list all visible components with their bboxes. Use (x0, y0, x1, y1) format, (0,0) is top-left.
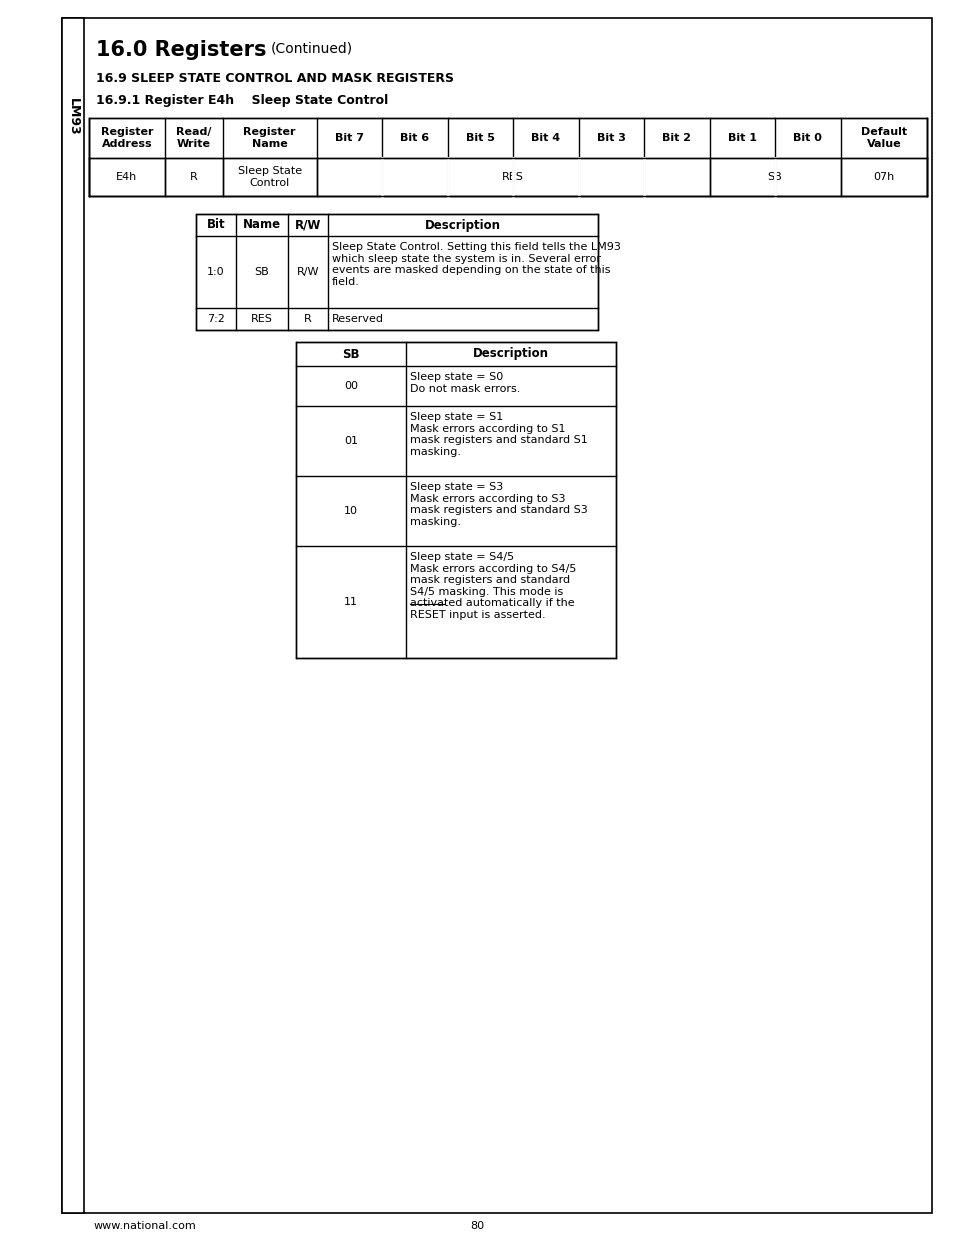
Text: RES: RES (251, 314, 273, 324)
Text: Register
Name: Register Name (243, 127, 295, 148)
Text: 7:2: 7:2 (207, 314, 225, 324)
Text: Bit: Bit (207, 219, 225, 231)
Text: Register
Address: Register Address (101, 127, 153, 148)
Text: SB: SB (254, 267, 269, 277)
Bar (89, 119, 926, 196)
Text: R/W: R/W (296, 267, 319, 277)
Text: R: R (304, 314, 312, 324)
Text: Sleep state = S1
Mask errors according to S1
mask registers and standard S1
mask: Sleep state = S1 Mask errors according t… (410, 412, 587, 457)
Bar (62, 19, 84, 1213)
Text: Bit 4: Bit 4 (531, 133, 560, 143)
Text: 16.0 Registers: 16.0 Registers (96, 40, 266, 61)
Text: Sleep state = S4/5
Mask errors according to S4/5
mask registers and standard
S4/: Sleep state = S4/5 Mask errors according… (410, 552, 576, 620)
Text: LM93: LM93 (67, 98, 79, 136)
Text: 00: 00 (344, 382, 357, 391)
Bar (295, 342, 616, 658)
Text: Bit 5: Bit 5 (466, 133, 495, 143)
Text: Sleep state = S3
Mask errors according to S3
mask registers and standard S3
mask: Sleep state = S3 Mask errors according t… (410, 482, 587, 527)
Text: 16.9.1 Register E4h    Sleep State Control: 16.9.1 Register E4h Sleep State Control (96, 94, 388, 107)
Text: (Continued): (Continued) (271, 42, 353, 56)
Text: Bit 1: Bit 1 (727, 133, 756, 143)
Text: SB: SB (767, 172, 781, 182)
Text: R/W: R/W (294, 219, 321, 231)
Text: Bit 7: Bit 7 (335, 133, 364, 143)
Text: 80: 80 (470, 1221, 483, 1231)
Text: Sleep State Control. Setting this field tells the LM93
which sleep state the sys: Sleep State Control. Setting this field … (332, 242, 620, 287)
Text: Bit 6: Bit 6 (400, 133, 429, 143)
Text: Sleep state = S0
Do not mask errors.: Sleep state = S0 Do not mask errors. (410, 372, 519, 394)
Text: 1:0: 1:0 (207, 267, 225, 277)
Text: Bit 0: Bit 0 (793, 133, 821, 143)
Text: Bit 3: Bit 3 (597, 133, 625, 143)
Text: Default
Value: Default Value (860, 127, 906, 148)
Text: Bit 2: Bit 2 (661, 133, 691, 143)
Text: Description: Description (424, 219, 500, 231)
Text: R: R (190, 172, 197, 182)
Text: 07h: 07h (872, 172, 894, 182)
Text: Description: Description (473, 347, 548, 361)
Text: 11: 11 (344, 597, 357, 606)
Text: 16.9 SLEEP STATE CONTROL AND MASK REGISTERS: 16.9 SLEEP STATE CONTROL AND MASK REGIST… (96, 72, 454, 85)
Text: www.national.com: www.national.com (94, 1221, 196, 1231)
Text: E4h: E4h (116, 172, 137, 182)
Text: Read/
Write: Read/ Write (175, 127, 212, 148)
Text: 10: 10 (344, 506, 357, 516)
Text: Name: Name (243, 219, 281, 231)
Text: Sleep State
Control: Sleep State Control (237, 167, 301, 188)
Bar (195, 214, 598, 330)
Text: Reserved: Reserved (332, 314, 384, 324)
Text: SB: SB (342, 347, 359, 361)
Text: 01: 01 (344, 436, 357, 446)
Text: RES: RES (502, 172, 523, 182)
